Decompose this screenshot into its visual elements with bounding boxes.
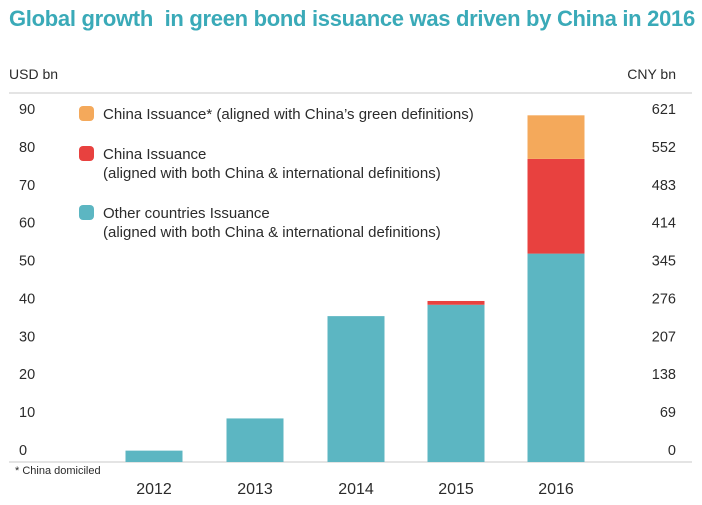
y-tick-label: 90 — [19, 102, 35, 118]
bar-2015-series-0 — [427, 304, 485, 462]
bar-2015-series-1 — [427, 300, 485, 305]
x-category-label: 2012 — [136, 481, 172, 498]
y-tick-label-right: 138 — [652, 367, 676, 383]
y-tick-label: 20 — [19, 367, 35, 383]
x-category-label: 2016 — [538, 481, 574, 498]
chart-title: Global growth in green bond issuance was… — [9, 6, 695, 31]
legend-label: China Issuance — [103, 146, 206, 163]
x-category-label: 2013 — [237, 481, 273, 498]
y-tick-label: 30 — [19, 329, 35, 345]
bar-2016-series-0 — [527, 253, 585, 462]
bar-2012-series-0 — [125, 450, 183, 462]
x-category-label: 2014 — [338, 481, 374, 498]
left-axis-unit-label: USD bn — [9, 66, 58, 82]
legend-label: China Issuance* (aligned with China’s gr… — [103, 106, 474, 123]
y-tick-label: 60 — [19, 216, 35, 232]
y-tick-label: 10 — [19, 405, 35, 421]
y-tick-label-right: 414 — [652, 216, 676, 232]
y-tick-label-right: 483 — [652, 178, 676, 194]
y-tick-label: 80 — [19, 140, 35, 156]
legend-swatch — [79, 205, 94, 220]
y-tick-label: 70 — [19, 178, 35, 194]
y-tick-label-right: 207 — [652, 329, 676, 345]
y-tick-label: 40 — [19, 291, 35, 307]
legend-swatch — [79, 106, 94, 121]
y-tick-label-right: 621 — [652, 102, 676, 118]
y-tick-label: 0 — [19, 443, 27, 459]
right-axis-unit-label: CNY bn — [627, 66, 676, 82]
y-tick-label-right: 69 — [660, 405, 676, 421]
y-tick-label-right: 345 — [652, 254, 676, 270]
y-tick-label-right: 552 — [652, 140, 676, 156]
legend-label: Other countries Issuance — [103, 205, 270, 222]
legend-swatch — [79, 146, 94, 161]
bar-2014-series-0 — [327, 316, 385, 462]
x-category-label: 2015 — [438, 481, 474, 498]
footnote: * China domiciled — [15, 465, 101, 477]
y-tick-label-right: 0 — [668, 443, 676, 459]
y-tick-label-right: 276 — [652, 291, 676, 307]
y-tick-label: 50 — [19, 254, 35, 270]
legend-label-line2: (aligned with both China & international… — [103, 224, 441, 241]
legend-label-line2: (aligned with both China & international… — [103, 165, 441, 182]
bar-2016-series-1 — [527, 158, 585, 254]
bar-2016-series-2 — [527, 115, 585, 159]
bar-2013-series-0 — [226, 418, 284, 462]
